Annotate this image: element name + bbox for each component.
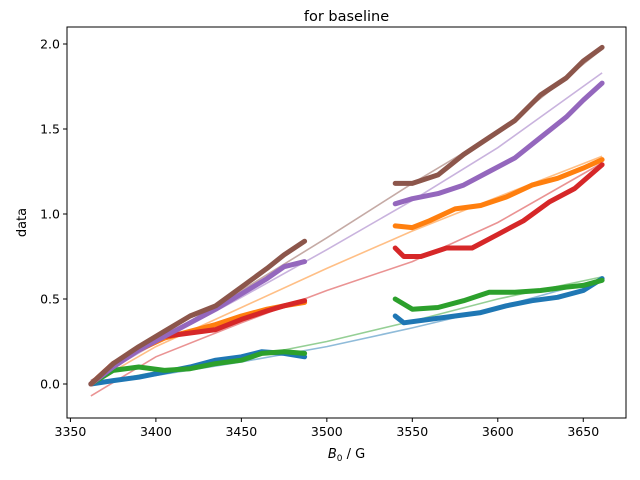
x-axis-label: B0 / G <box>328 447 365 464</box>
y-tick-label-2: 1.0 <box>40 207 60 222</box>
fit-curve-3 <box>90 162 603 397</box>
series-3-segment-1 <box>392 162 605 259</box>
x-tick-label-3: 3500 <box>311 424 343 439</box>
y-axis: 0.0 0.5 1.0 1.5 2.0 <box>40 37 67 392</box>
x-axis-label-sub: 0 <box>337 454 343 464</box>
series-4-segment-1 <box>392 80 605 207</box>
x-tick-label-4: 3550 <box>396 424 428 439</box>
y-tick-label-0: 0.0 <box>40 377 60 392</box>
x-axis: 3350 3400 3450 3500 3550 3600 3650 <box>55 418 599 439</box>
data-series <box>88 44 605 387</box>
plot-frame <box>66 26 627 419</box>
series-2-segment-1 <box>392 277 605 312</box>
series-2-segment-0 <box>88 349 308 387</box>
y-tick-label-4: 2.0 <box>40 37 60 52</box>
x-tick-label-2: 3450 <box>225 424 257 439</box>
series-1-segment-1 <box>392 157 605 231</box>
x-axis-label-main: B <box>328 447 337 462</box>
series-0-segment-1 <box>392 276 605 326</box>
y-tick-label-3: 1.5 <box>40 122 60 137</box>
x-tick-label-6: 3650 <box>567 424 599 439</box>
x-tick-label-0: 3350 <box>55 424 87 439</box>
fit-curve-1 <box>90 155 603 385</box>
chart-title: for baseline <box>304 9 389 25</box>
x-tick-label-5: 3600 <box>482 424 514 439</box>
y-axis-label: data <box>15 208 30 237</box>
x-axis-label-rest: / G <box>342 447 365 462</box>
x-tick-label-1: 3400 <box>140 424 172 439</box>
series-5-segment-1 <box>392 44 605 186</box>
series-5-segment-0 <box>88 238 308 387</box>
y-tick-label-1: 0.5 <box>40 292 60 307</box>
series-4-segment-0 <box>88 259 308 387</box>
fit-curves <box>90 48 603 397</box>
